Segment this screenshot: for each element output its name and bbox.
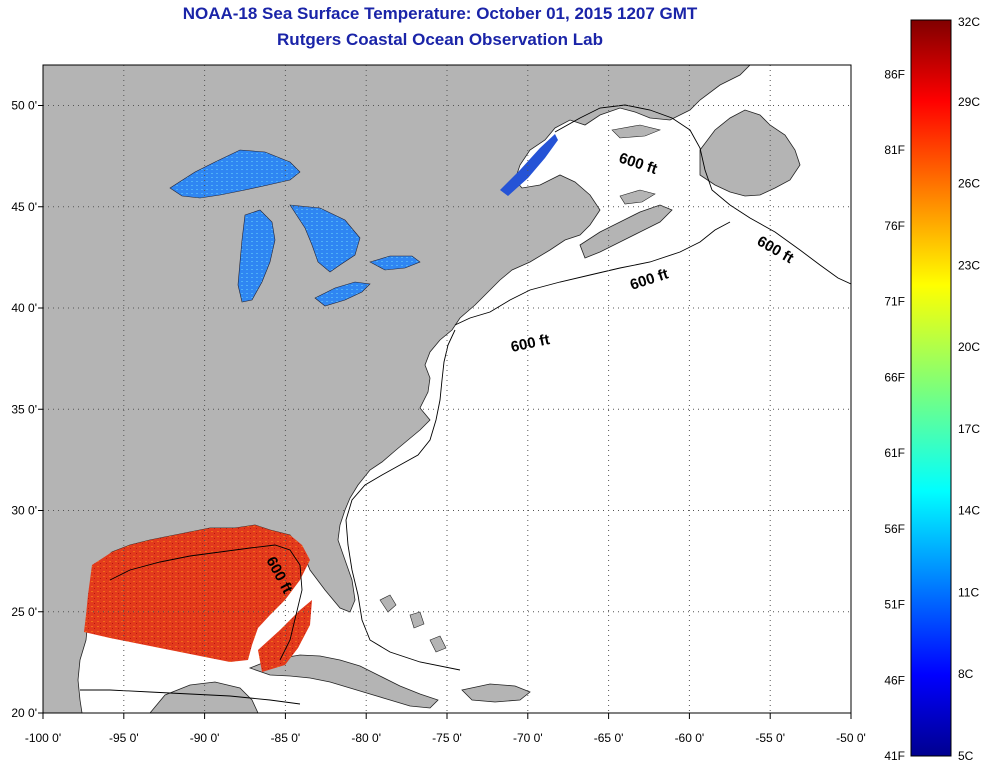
x-tick-label: -50 0': [836, 731, 866, 745]
y-tick-label: 35 0': [11, 402, 37, 416]
y-tick-label: 30 0': [11, 504, 37, 518]
x-tick-label: -95 0': [109, 731, 139, 745]
colorbar-celsius-label: 20C: [958, 340, 980, 354]
contour-600ft-se: [345, 329, 461, 671]
x-tick-label: -75 0': [432, 731, 462, 745]
colorbar: [910, 19, 952, 757]
colorbar-fahrenheit-label: 71F: [884, 295, 905, 309]
land-nova-scotia: [579, 204, 673, 259]
x-tick-label: -70 0': [513, 731, 543, 745]
colorbar-celsius-labels: 32C 29C 26C 23C 20C 17C 14C 11C 8C 5C: [958, 15, 980, 763]
colorbar-celsius-label: 14C: [958, 504, 980, 518]
colorbar-celsius-label: 17C: [958, 422, 980, 436]
colorbar-fahrenheit-labels: 86F 81F 76F 71F 66F 61F 56F 51F 46F 41F: [884, 68, 905, 763]
colorbar-celsius-label: 8C: [958, 667, 974, 681]
contour-600ft-gulf: [109, 544, 303, 661]
y-tick-label: 25 0': [11, 605, 37, 619]
plot-frame: [42, 64, 852, 714]
colorbar-celsius-label: 29C: [958, 95, 980, 109]
x-tick-label: -55 0': [755, 731, 785, 745]
contour-600ft-yucatan: [80, 689, 301, 705]
land-bahamas: [379, 594, 447, 653]
contour-600ft-shelf: [454, 221, 731, 326]
colorbar-fahrenheit-label: 61F: [884, 446, 905, 460]
x-tick-label: -100 0': [25, 731, 61, 745]
map-subtitle: Rutgers Coastal Ocean Observation Lab: [277, 30, 603, 49]
colorbar-fahrenheit-label: 56F: [884, 522, 905, 536]
lake-huron: [289, 204, 361, 273]
map-title: NOAA-18 Sea Surface Temperature: October…: [182, 4, 698, 23]
grid-lines: [43, 65, 851, 713]
lake-ontario: [369, 255, 421, 271]
lake-michigan: [237, 209, 276, 303]
x-tick-label: -65 0': [594, 731, 624, 745]
colorbar-fahrenheit-label: 66F: [884, 370, 905, 384]
y-tick-label: 40 0': [11, 301, 37, 315]
colorbar-celsius-label: 32C: [958, 15, 980, 29]
y-tick-label: 20 0': [11, 706, 37, 720]
land-newfoundland: [699, 109, 801, 197]
land-anticosti: [611, 124, 661, 139]
x-tick-label: -80 0': [351, 731, 381, 745]
lake-superior: [169, 149, 301, 199]
y-tick-label: 50 0': [11, 99, 37, 113]
lake-erie: [314, 281, 371, 307]
contour-600ft-north: [554, 104, 851, 285]
land-pei: [619, 189, 656, 205]
colorbar-fahrenheit-label: 76F: [884, 219, 905, 233]
y-axis-ticks: 20 0' 25 0' 30 0' 35 0' 40 0' 45 0' 50 0': [11, 99, 43, 720]
lake-st-lawrence-streak: [500, 134, 558, 196]
colorbar-celsius-label: 5C: [958, 749, 974, 763]
colorbar-fahrenheit-label: 51F: [884, 598, 905, 612]
colorbar-fahrenheit-label: 41F: [884, 749, 905, 763]
land-hispaniola: [461, 683, 531, 703]
gulf-sst-swath: [84, 525, 310, 662]
colorbar-fahrenheit-label: 81F: [884, 143, 905, 157]
land-cuba: [248, 654, 439, 709]
y-tick-label: 45 0': [11, 200, 37, 214]
x-tick-label: -60 0': [675, 731, 705, 745]
colorbar-fahrenheit-label: 46F: [884, 673, 905, 687]
colorbar-celsius-label: 26C: [958, 177, 980, 191]
x-tick-label: -85 0': [271, 731, 301, 745]
colorbar-fahrenheit-label: 86F: [884, 68, 905, 82]
colorbar-celsius-label: 23C: [958, 258, 980, 272]
x-axis-ticks: -100 0' -95 0' -90 0' -85 0' -80 0' -75 0' -70…: [25, 713, 866, 745]
colorbar-celsius-label: 11C: [958, 585, 979, 599]
x-tick-label: -90 0': [190, 731, 220, 745]
